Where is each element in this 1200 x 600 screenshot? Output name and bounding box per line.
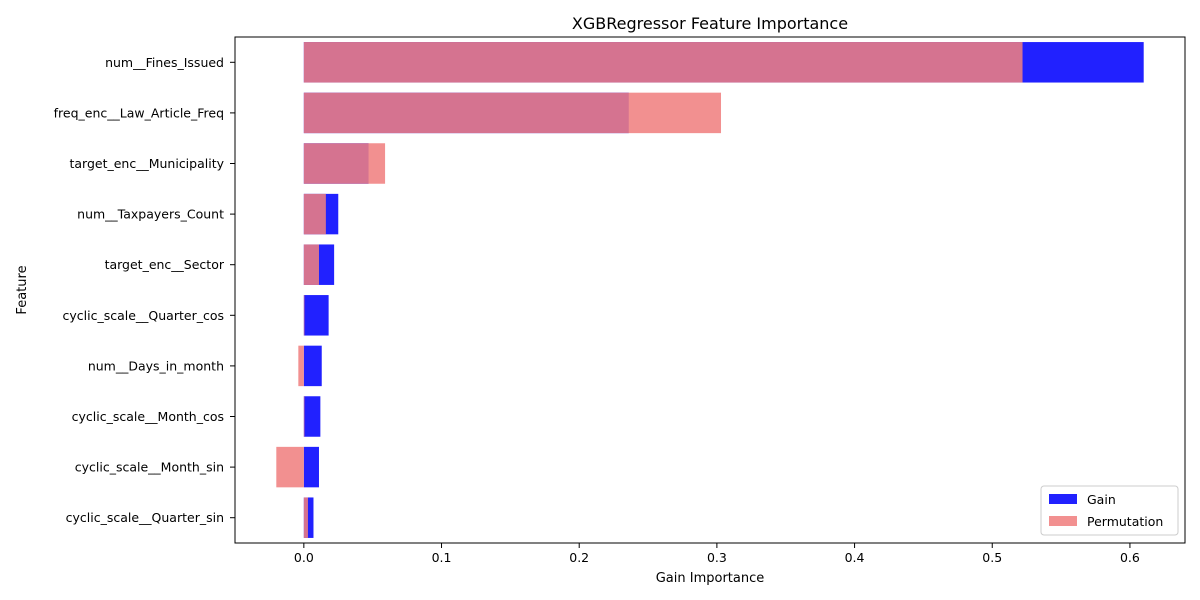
y-tick-label-num-days-in-month: num__Days_in_month bbox=[88, 358, 224, 373]
bar-permutation-cyclic-scale-quarter-sin bbox=[303, 497, 308, 538]
x-axis-ticks: 0.0 0.1 0.2 0.3 0.4 0.5 0.6 bbox=[294, 543, 1140, 565]
y-tick-label-cyclic-scale-month-cos: cyclic_scale__Month_cos bbox=[72, 409, 224, 424]
axes bbox=[234, 36, 1186, 544]
legend-label-gain: Gain bbox=[1087, 492, 1116, 507]
bar-permutation-num-days-in-month bbox=[298, 345, 304, 387]
plot-frame bbox=[234, 36, 1186, 544]
y-tick-label-target-enc-sector: target_enc__Sector bbox=[105, 257, 225, 272]
x-tick-label: 0.0 bbox=[294, 550, 314, 565]
y-tick-label-target-enc-municipality: target_enc__Municipality bbox=[69, 156, 224, 171]
y-tick-label-cyclic-scale-month-sin: cyclic_scale__Month_sin bbox=[75, 460, 224, 475]
legend-label-permutation: Permutation bbox=[1087, 514, 1163, 529]
y-axis-ticks: num__Fines_Issued freq_enc__Law_Article_F… bbox=[54, 55, 235, 525]
bar-gain-num-days-in-month bbox=[303, 345, 322, 387]
x-tick-label: 0.3 bbox=[707, 550, 727, 565]
y-tick-label-num-taxpayers-count: num__Taxpayers_Count bbox=[77, 207, 224, 222]
bar-permutation-target-enc-sector bbox=[303, 244, 319, 285]
legend: Gain Permutation bbox=[1040, 485, 1179, 536]
legend-swatch-gain bbox=[1049, 494, 1077, 504]
bar-permutation-cyclic-scale-month-cos bbox=[303, 396, 305, 437]
legend-swatch-permutation bbox=[1049, 516, 1077, 526]
y-tick-label-cyclic-scale-quarter-sin: cyclic_scale__Quarter_sin bbox=[66, 510, 224, 525]
bar-permutation-cyclic-scale-month-sin bbox=[276, 446, 304, 488]
bar-permutation-num-fines-issued bbox=[303, 42, 1023, 83]
y-tick-label-num-fines-issued: num__Fines_Issued bbox=[105, 55, 224, 70]
y-tick-label-cyclic-scale-quarter-cos: cyclic_scale__Quarter_cos bbox=[63, 308, 225, 323]
x-tick-label: 0.4 bbox=[845, 550, 865, 565]
bar-gain-cyclic-scale-month-cos bbox=[303, 396, 321, 437]
x-tick-label: 0.6 bbox=[1120, 550, 1140, 565]
chart-title: XGBRegressor Feature Importance bbox=[572, 14, 848, 33]
bar-permutation-cyclic-scale-quarter-cos bbox=[303, 295, 305, 336]
y-tick-label-freq-enc-law-article-freq: freq_enc__Law_Article_Freq bbox=[54, 105, 224, 120]
bar-gain-cyclic-scale-quarter-sin bbox=[303, 497, 314, 538]
x-axis-label: Gain Importance bbox=[656, 571, 765, 586]
bar-permutation-target-enc-municipality bbox=[303, 143, 386, 184]
permutation-series bbox=[276, 42, 1023, 538]
bar-gain-cyclic-scale-quarter-cos bbox=[303, 295, 329, 336]
bar-permutation-freq-enc-law-article-freq bbox=[303, 92, 722, 134]
x-tick-label: 0.1 bbox=[432, 550, 452, 565]
bar-permutation-num-taxpayers-count bbox=[303, 193, 326, 235]
x-tick-label: 0.2 bbox=[569, 550, 589, 565]
bar-gain-cyclic-scale-month-sin bbox=[303, 446, 319, 488]
x-tick-label: 0.5 bbox=[982, 550, 1002, 565]
y-axis-label: Feature bbox=[15, 265, 30, 314]
